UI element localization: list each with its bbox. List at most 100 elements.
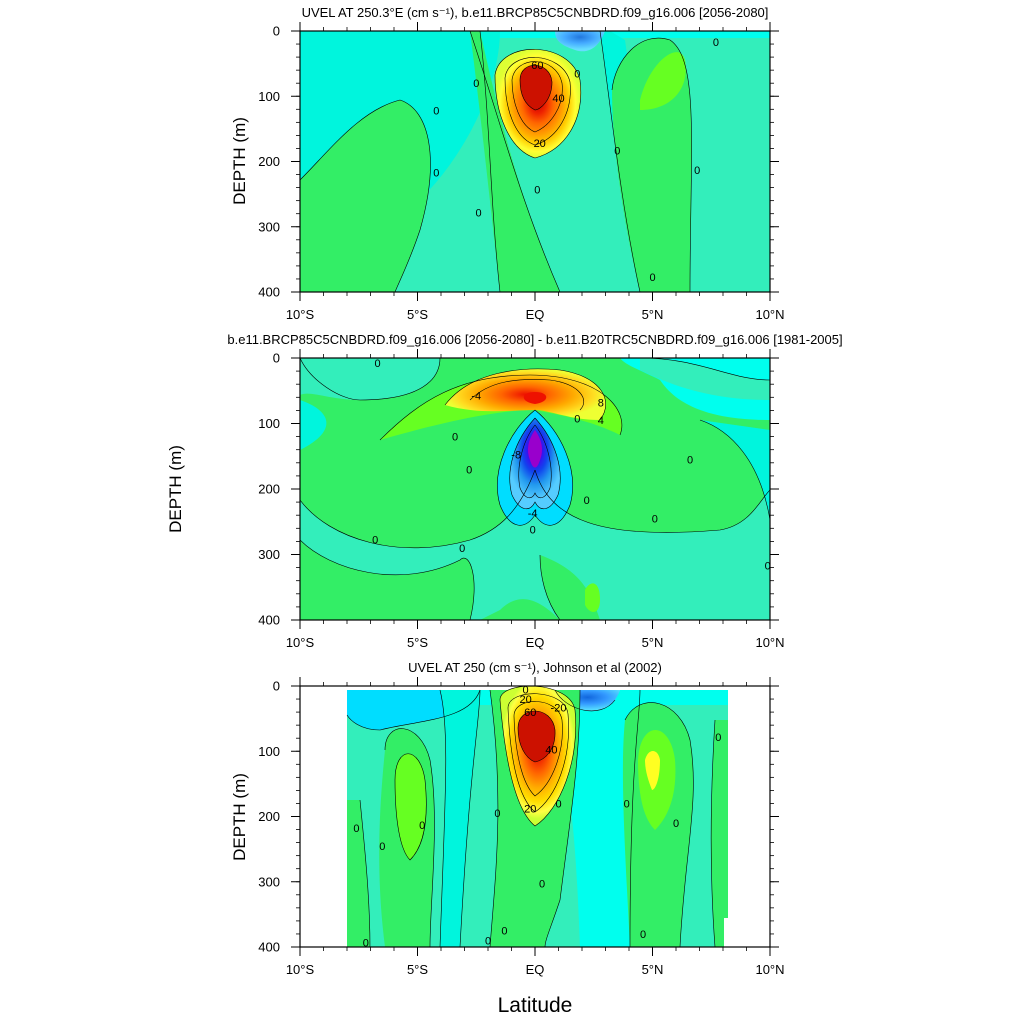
- contour-label: 0: [614, 145, 620, 157]
- x-tick-label: 10°S: [286, 635, 315, 650]
- contour-label: 0: [466, 464, 472, 476]
- panel-title: UVEL AT 250.3°E (cm s⁻¹), b.e11.BRCP85C5…: [302, 5, 769, 20]
- contour-field: [300, 358, 770, 620]
- contour-lines: [346, 686, 716, 947]
- x-tick-label: 5°S: [407, 635, 428, 650]
- contour-label: 0: [694, 165, 700, 177]
- contour-label: 8: [598, 398, 604, 410]
- contour-labels: 60 40 20 0 0 0 0 0 0 0 0 0 0: [433, 37, 719, 284]
- contour-label: 0: [433, 106, 439, 118]
- x-tick-label: 10°N: [755, 635, 784, 650]
- x-tick-label: 10°N: [755, 307, 784, 322]
- contour-label: 0: [640, 929, 646, 941]
- contour-label: 0: [713, 37, 719, 49]
- x-tick-label: 5°N: [642, 307, 664, 322]
- contour-field: [347, 686, 730, 947]
- contour-label: 20: [524, 804, 536, 816]
- contour-label: 20: [534, 138, 546, 150]
- contour-label: 0: [452, 432, 458, 444]
- contour-label: 0: [765, 561, 771, 573]
- contour-label: -20: [551, 703, 567, 715]
- x-tick-label: 5°N: [642, 962, 664, 977]
- contour-lines: [300, 358, 770, 620]
- contour-label: 0: [501, 926, 507, 938]
- x-ticks: 10°S 5°S EQ 5°N 10°N: [286, 677, 785, 977]
- y-tick-label: 200: [258, 809, 280, 824]
- contour-label: 0: [485, 935, 491, 947]
- contour-label: 0: [476, 207, 482, 219]
- contour-label: 0: [523, 684, 529, 696]
- y-axis-label: DEPTH (m): [230, 117, 249, 205]
- y-axis-label: DEPTH (m): [166, 445, 185, 533]
- y-tick-label: 100: [258, 416, 280, 431]
- contour-label: -4: [471, 390, 481, 402]
- contour-label: 0: [584, 495, 590, 507]
- contour-label: 0: [624, 798, 630, 810]
- y-tick-label: 0: [273, 24, 280, 39]
- y-tick-label: 400: [258, 613, 280, 628]
- x-tick-label: 10°N: [755, 962, 784, 977]
- x-ticks: 10°S 5°S EQ 5°N 10°N: [286, 22, 785, 322]
- x-tick-label: 5°S: [407, 307, 428, 322]
- y-tick-label: 400: [258, 285, 280, 300]
- x-tick-label: 10°S: [286, 962, 315, 977]
- contour-label: 0: [715, 732, 721, 744]
- contour-field: [300, 31, 770, 292]
- y-tick-label: 200: [258, 482, 280, 497]
- x-tick-label: EQ: [526, 635, 545, 650]
- contour-label: 0: [494, 808, 500, 820]
- x-tick-label: 5°N: [642, 635, 664, 650]
- contour-label: 0: [555, 798, 561, 810]
- contour-label: 0: [459, 543, 465, 555]
- contour-label: 60: [524, 707, 536, 719]
- contour-label: 0: [673, 818, 679, 830]
- contour-label: 0: [473, 78, 479, 90]
- x-axis-label: Latitude: [498, 994, 573, 1017]
- contour-label: 0: [419, 820, 425, 832]
- contour-label: 60: [531, 60, 543, 72]
- contour-label: 0: [574, 68, 580, 80]
- contour-label: 0: [539, 879, 545, 891]
- contour-label: 0: [433, 168, 439, 180]
- contour-label: 4: [598, 415, 604, 427]
- x-tick-label: EQ: [526, 962, 545, 977]
- contour-label: -8: [511, 449, 521, 461]
- contour-label: 0: [363, 937, 369, 949]
- contour-label: 40: [545, 744, 557, 756]
- x-tick-label: EQ: [526, 307, 545, 322]
- contour-label: 0: [687, 455, 693, 467]
- y-tick-label: 100: [258, 89, 280, 104]
- contour-label: 0: [652, 513, 658, 525]
- y-tick-label: 300: [258, 874, 280, 889]
- contour-label: 20: [519, 694, 531, 706]
- x-ticks: 10°S 5°S EQ 5°N 10°N: [286, 349, 785, 650]
- contour-label: 40: [552, 93, 564, 105]
- panel-title: UVEL AT 250 (cm s⁻¹), Johnson et al (200…: [408, 660, 662, 675]
- contour-label: 0: [574, 413, 580, 425]
- contour-label: 0: [649, 272, 655, 284]
- x-tick-label: 5°S: [407, 962, 428, 977]
- contour-label: 0: [379, 841, 385, 853]
- y-tick-label: 300: [258, 547, 280, 562]
- y-tick-label: 0: [273, 679, 280, 694]
- panel-observations: 10°S 5°S EQ 5°N 10°N 0 100 200 300 400 60 40 20 20 -…: [230, 660, 785, 977]
- x-tick-label: 10°S: [286, 307, 315, 322]
- y-tick-label: 300: [258, 219, 280, 234]
- contour-label: 0: [530, 525, 536, 537]
- y-tick-label: 400: [258, 940, 280, 955]
- contour-label: 0: [372, 534, 378, 546]
- contour-lines: [300, 31, 692, 292]
- y-tick-label: 0: [273, 351, 280, 366]
- contour-label: 0: [534, 185, 540, 197]
- y-axis-label: DEPTH (m): [230, 773, 249, 861]
- y-tick-label: 200: [258, 154, 280, 169]
- contour-labels: -4 8 4 0 -8 -4 0 0 0 0 0 0 0 0 0 0: [372, 358, 771, 572]
- panel-title: b.e11.BRCP85C5CNBDRD.f09_g16.006 [2056-2…: [227, 332, 842, 347]
- contour-label: 0: [374, 358, 380, 370]
